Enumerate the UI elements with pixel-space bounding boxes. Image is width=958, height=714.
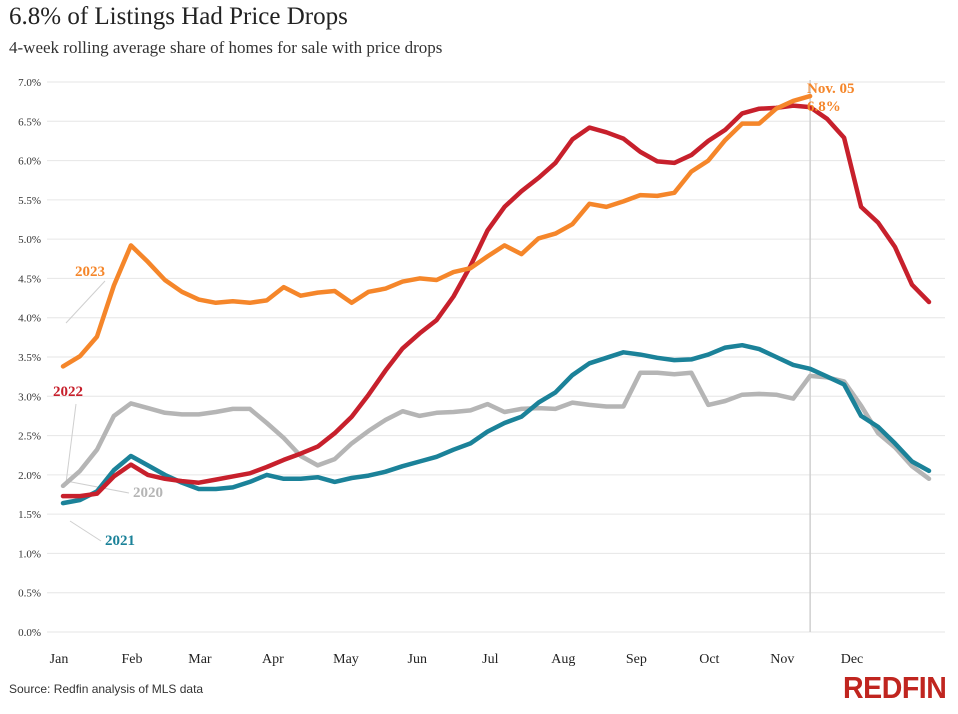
leader-line-2023: [65, 280, 106, 324]
y-tick-label: 4.0%: [18, 313, 41, 325]
y-tick-label: 1.5%: [18, 509, 41, 521]
y-tick-label: 0.0%: [18, 627, 41, 639]
series-line-2020: [60, 370, 932, 489]
x-tick-label: Jul: [482, 652, 498, 667]
y-tick-label: 2.0%: [18, 470, 41, 482]
source-note: Source: Redfin analysis of MLS data: [9, 682, 204, 696]
series-line-2022: [60, 103, 932, 499]
leader-line-2021: [69, 520, 102, 542]
y-tick-label: 6.5%: [18, 116, 41, 128]
x-tick-label: Sep: [626, 652, 647, 667]
series-label-2020: 2020: [133, 485, 163, 501]
series-label-2023: 2023: [75, 264, 105, 280]
x-tick-label: Jan: [50, 652, 69, 667]
redfin-logo: REDFIN: [842, 670, 947, 705]
y-tick-label: 0.5%: [18, 588, 41, 600]
annotation-date: Nov. 05: [807, 81, 855, 97]
chart-subtitle: 4-week rolling average share of homes fo…: [9, 38, 443, 57]
y-tick-label: 2.5%: [18, 431, 41, 443]
y-tick-label: 4.5%: [18, 273, 41, 285]
x-tick-label: Oct: [699, 652, 719, 667]
leader-line-2022: [65, 403, 77, 484]
series-line-2023: [60, 93, 813, 369]
y-tick-label: 1.0%: [18, 548, 41, 560]
x-tick-label: Dec: [841, 652, 864, 667]
y-tick-label: 7.0%: [18, 77, 41, 89]
label-leader-lines: [65, 280, 130, 542]
x-tick-label: Aug: [551, 652, 575, 667]
annotation-value: 6.8%: [807, 99, 841, 115]
y-tick-label: 5.5%: [18, 195, 41, 207]
x-tick-label: Apr: [262, 652, 284, 667]
leader-line-2020: [65, 480, 130, 494]
y-axis-tick-labels: 7.0% 6.5% 6.0% 5.5% 5.0% 4.5% 4.0% 3.5% 3.0% 2.5%…: [18, 77, 41, 639]
series-line-2021: [60, 342, 932, 506]
series-labels: 2020 2021 2022 2023: [53, 264, 163, 549]
y-tick-label: 3.0%: [18, 391, 41, 403]
x-tick-label: Mar: [188, 652, 212, 667]
y-tick-label: 3.5%: [18, 352, 41, 364]
series-label-2021: 2021: [105, 533, 135, 549]
series-lines: [60, 93, 932, 506]
chart-title: 6.8% of Listings Had Price Drops: [9, 3, 348, 30]
x-tick-label: Feb: [122, 652, 143, 667]
x-tick-label: Nov: [770, 652, 794, 667]
x-axis-tick-labels: Jan Feb Mar Apr May Jun Jul Aug Sep Oct Nov Dec: [50, 652, 864, 667]
x-tick-label: Jun: [408, 652, 427, 667]
x-tick-label: May: [333, 652, 359, 667]
series-label-2022: 2022: [53, 384, 83, 400]
y-tick-label: 5.0%: [18, 234, 41, 246]
y-tick-label: 6.0%: [18, 156, 41, 168]
